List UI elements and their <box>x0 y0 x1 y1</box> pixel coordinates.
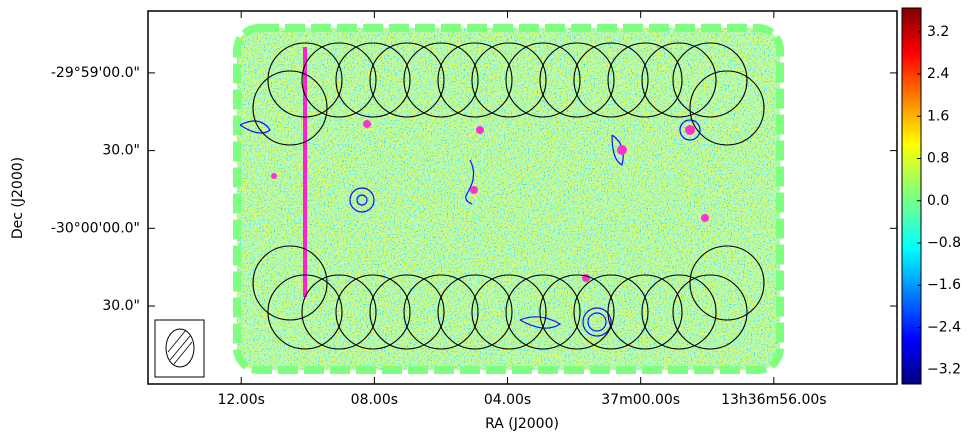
y-tick-label: -30°00'00.0" <box>51 220 140 236</box>
beam <box>154 319 205 378</box>
x-tick-label: 13h36m56.00s <box>721 392 827 408</box>
x-tick-label: 08.00s <box>351 392 398 408</box>
image <box>233 24 784 374</box>
y-axis-label: Dec (J2000) <box>10 157 26 239</box>
y-tick-label: 30.0" <box>102 143 140 159</box>
colorbar-tick-label: −1.6 <box>927 277 961 293</box>
colorbar-tick-label: 1.6 <box>927 108 949 124</box>
contours <box>239 119 701 337</box>
colorbar-tick-label: 2.4 <box>927 66 949 82</box>
x-tick-label: 12.00s <box>218 392 265 408</box>
colorbar-tick-label: 0.8 <box>927 151 949 167</box>
pointings <box>252 42 765 350</box>
y-tick-label: 30.0" <box>102 298 140 314</box>
hotspots <box>271 120 709 282</box>
colorbar-tick-label: −3.2 <box>927 362 961 378</box>
colorbar-tick-label: 3.2 <box>927 24 949 40</box>
y-tick-label: -29°59'00.0" <box>51 65 140 81</box>
colorbar-tick-label: 0.0 <box>927 193 949 209</box>
plot-frame <box>147 10 898 385</box>
x-tick-label: 37m00.00s <box>601 392 680 408</box>
x-tick-label: 04.00s <box>484 392 531 408</box>
x-axis-label: RA (J2000) <box>485 416 559 432</box>
colorbar-tick-label: −2.4 <box>927 319 961 335</box>
colorbar-tick-label: −0.8 <box>927 235 961 251</box>
colorbar <box>901 7 922 385</box>
